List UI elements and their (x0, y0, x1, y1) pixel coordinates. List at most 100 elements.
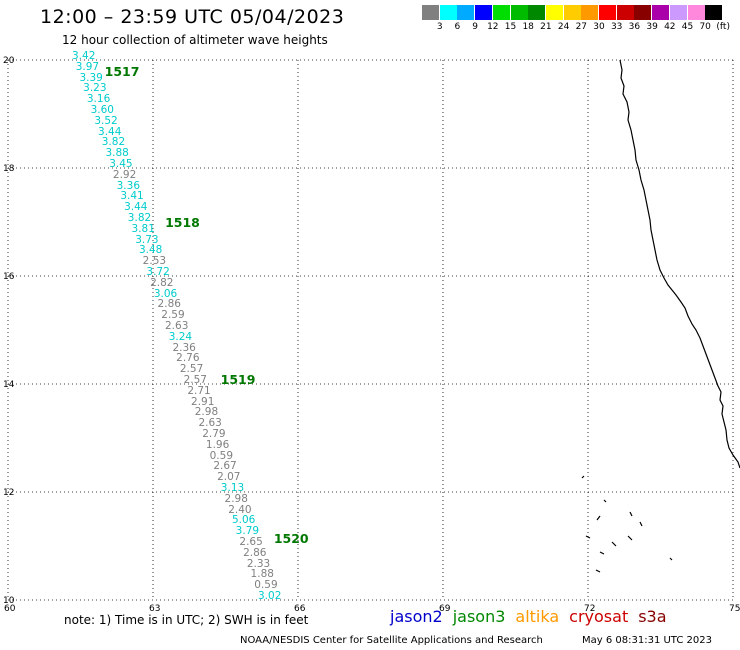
wave-height-value: 2.65 (239, 536, 263, 548)
color-scale-tick: 15 (504, 22, 517, 32)
color-swatch (687, 5, 705, 20)
color-swatch (439, 5, 457, 20)
latitude-tick-label: 16 (3, 272, 15, 282)
pass-id-label: 1519 (220, 371, 256, 387)
wave-height-value: 3.41 (120, 190, 144, 203)
wave-height-value: 1.96 (205, 438, 230, 451)
color-swatch (652, 5, 670, 20)
color-swatch (475, 5, 493, 20)
longitude-tick-label: 72 (584, 604, 595, 614)
color-scale-tick: 45 (681, 22, 694, 32)
wave-height-value: 2.36 (172, 341, 196, 354)
wave-height-value: 2.33 (246, 557, 271, 570)
color-scale-tick: 3 (436, 22, 443, 32)
wave-height-value: 2.76 (176, 352, 200, 365)
color-swatch (422, 5, 439, 20)
credit-text: NOAA/NESDIS Center for Satellite Applica… (240, 635, 543, 646)
longitude-tick-label: 63 (149, 604, 160, 614)
color-scale-tick: 27 (575, 22, 588, 32)
wave-height-value: 3.42 (72, 50, 96, 62)
wave-height-value: 3.72 (146, 266, 170, 278)
color-swatch (599, 5, 616, 20)
wave-height-value: 3.52 (94, 114, 118, 127)
color-swatch (669, 5, 687, 20)
satellite-legend-item: cryosat (569, 607, 629, 626)
wave-height-value: 3.81 (131, 222, 155, 235)
color-scale-tick: 33 (610, 22, 623, 32)
wave-height-value: 2.82 (150, 276, 174, 289)
wave-height-value: 2.98 (194, 406, 219, 419)
wave-height-value: 2.98 (224, 492, 248, 505)
wave-height-value: 3.39 (79, 71, 103, 84)
wave-height-value: 2.71 (187, 384, 211, 397)
color-swatch (581, 5, 599, 20)
wave-height-value: 3.44 (98, 125, 122, 138)
wave-height-value: 3.79 (235, 525, 260, 538)
color-swatch (616, 5, 634, 20)
color-scale-unit: (ft) (716, 22, 730, 32)
satellite-legend-item: altika (515, 607, 560, 626)
wave-height-value: 3.36 (116, 179, 141, 192)
wave-height-value: 5.06 (231, 514, 256, 527)
wave-height-value: 2.63 (165, 320, 189, 332)
color-scale-tick: 39 (646, 22, 658, 32)
lat-lon-grid (7, 59, 734, 601)
wave-height-value: 3.45 (109, 158, 133, 170)
pass-id-label: 1518 (165, 215, 200, 230)
wave-height-value: 3.48 (138, 244, 163, 257)
longitude-tick-label: 69 (439, 604, 451, 614)
color-scale-tick: 18 (522, 22, 534, 32)
color-scale-tick: 24 (557, 22, 570, 32)
latitude-tick-label: 14 (3, 380, 15, 390)
color-scale-tick: 30 (593, 22, 605, 32)
wave-height-value: 2.92 (112, 168, 137, 181)
longitude-tick-label: 66 (294, 604, 306, 614)
latitude-labels: 20 18 16 14 12 10 (3, 56, 15, 606)
color-swatch (528, 5, 546, 20)
islands (581, 475, 673, 573)
satellite-legend-item: s3a (638, 607, 667, 626)
color-swatch (634, 5, 652, 20)
longitude-tick-label: 75 (729, 604, 740, 614)
color-scale-tick: 42 (664, 22, 676, 32)
timestamp-text: May 6 08:31:31 UTC 2023 (582, 635, 712, 646)
pass-id-label: 1517 (104, 63, 140, 79)
wave-height-value: 1.88 (250, 568, 274, 581)
color-scale-tick: 6 (454, 22, 461, 32)
wave-height-value: 3.24 (168, 330, 193, 343)
wave-height-value: 2.79 (202, 428, 226, 440)
wave-height-value: 2.07 (217, 471, 241, 484)
latitude-tick-label: 10 (3, 596, 15, 606)
color-swatch (510, 5, 528, 20)
satellite-legend: jason2 jason3 altika cryosat s3a (390, 607, 677, 626)
longitude-labels: 60 63 66 69 72 75 (4, 604, 740, 614)
wave-height-value: 3.73 (135, 233, 159, 246)
wave-height-value: 3.06 (153, 287, 178, 300)
color-scale-tick: 70 (699, 22, 711, 32)
wave-height-value: 2.57 (183, 374, 207, 386)
color-scale-tick: 12 (487, 22, 499, 32)
satellite-legend-item: jason3 (452, 607, 506, 626)
latitude-tick-label: 18 (3, 164, 15, 174)
latitude-tick-label: 20 (3, 56, 15, 66)
wave-height-value: 2.59 (161, 309, 185, 322)
wave-height-value: 3.88 (105, 147, 129, 160)
map-subtitle: 12 hour collection of altimeter wave hei… (62, 33, 328, 47)
wave-height-value: 3.82 (101, 136, 126, 149)
wave-height-value: 2.53 (142, 255, 167, 268)
wave-height-value: 2.86 (243, 546, 267, 559)
color-swatch (705, 5, 723, 20)
wave-height-value: 3.02 (258, 590, 282, 602)
longitude-tick-label: 60 (4, 604, 16, 614)
wave-height-value: 3.16 (86, 93, 111, 106)
wave-height-value: 3.44 (124, 201, 148, 214)
wave-height-value: 2.63 (198, 417, 222, 430)
wave-height-value: 3.13 (220, 482, 245, 494)
wave-height-value: 0.59 (209, 449, 234, 462)
latitude-tick-label: 12 (3, 488, 14, 498)
wave-height-value: 2.91 (191, 395, 215, 408)
color-swatch (563, 5, 581, 20)
wave-height-value: 3.82 (127, 212, 152, 224)
map-title: 12:00 – 23:59 UTC 05/04/2023 (40, 6, 345, 28)
